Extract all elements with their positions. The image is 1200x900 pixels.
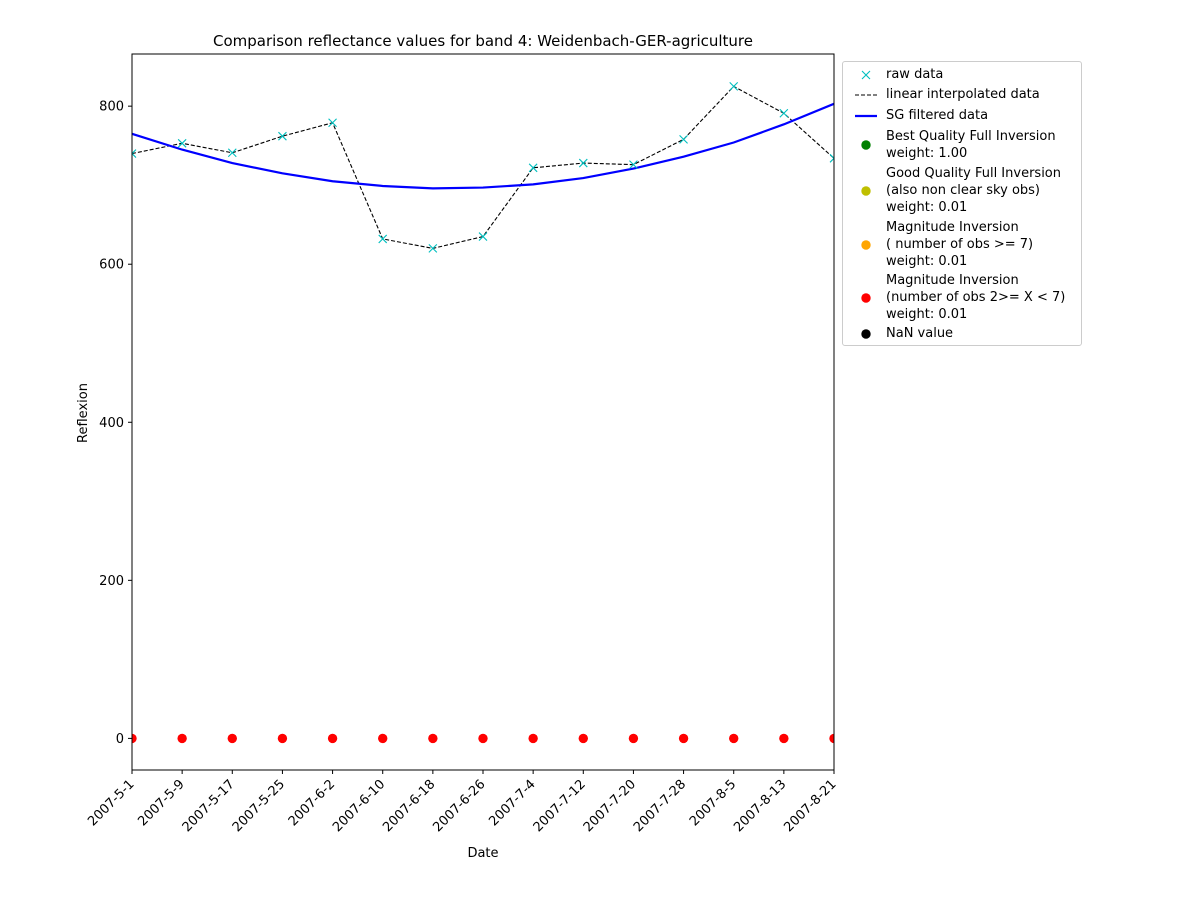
x-tick-label: 2007-6-2 xyxy=(286,777,338,829)
x-tick-label: 2007-7-20 xyxy=(581,777,639,835)
x-tick-label: 2007-8-13 xyxy=(731,777,789,835)
x-tick-label: 2007-5-1 xyxy=(85,777,137,829)
weight-point xyxy=(227,733,237,744)
y-axis-label: Reflexion xyxy=(76,383,91,443)
weight-point xyxy=(528,733,538,744)
weight-point xyxy=(378,733,388,744)
raw-data-point xyxy=(132,149,137,158)
weight-point xyxy=(678,733,689,744)
weight-point xyxy=(829,733,834,744)
legend-label: SG filtered data xyxy=(886,108,989,123)
raw-data-point xyxy=(679,134,688,144)
weight-point xyxy=(428,733,438,744)
y-tick-label: 0 xyxy=(116,732,124,747)
x-tick-label: 2007-6-10 xyxy=(330,777,388,835)
raw-data-point xyxy=(428,244,438,253)
x-tick-label: 2007-6-26 xyxy=(430,777,488,835)
weight-point xyxy=(327,733,338,744)
series-group xyxy=(132,82,834,744)
legend-label: NaN value xyxy=(886,326,954,341)
raw-data-point xyxy=(227,148,237,158)
legend-label: Good Quality Full Inversion (also non cl… xyxy=(886,166,1061,215)
raw-data-point xyxy=(278,131,287,141)
weight-point xyxy=(779,733,789,744)
legend-label: linear interpolated data xyxy=(886,87,1040,102)
raw-data-point xyxy=(779,108,789,118)
x-axis-label: Date xyxy=(467,846,498,861)
legend-marker-dot xyxy=(861,185,871,196)
legend-label: Magnitude Inversion (number of obs 2>= X… xyxy=(886,273,1066,322)
legend-marker-dot xyxy=(861,328,871,339)
weight-point xyxy=(578,733,588,744)
raw-data-point xyxy=(528,163,538,173)
x-tick-label: 2007-8-5 xyxy=(687,777,739,829)
y-tick-label: 400 xyxy=(99,416,124,431)
x-tick-label: 2007-7-28 xyxy=(631,777,689,835)
weight-point xyxy=(729,733,739,744)
y-tick-label: 600 xyxy=(99,258,124,273)
legend-label: Magnitude Inversion ( number of obs >= 7… xyxy=(886,220,1034,269)
axes-frame xyxy=(131,53,835,771)
legend-label: Best Quality Full Inversion weight: 1.00 xyxy=(886,129,1056,161)
legend-marker-dot xyxy=(861,140,871,150)
legend-marker-solid-line xyxy=(855,114,877,117)
weight-point xyxy=(277,733,288,744)
legend-marker-dot xyxy=(861,239,871,250)
x-tick-label: 2007-5-17 xyxy=(180,777,238,835)
legend-marker-x xyxy=(861,70,871,79)
weight-point xyxy=(177,733,187,744)
legend-marker-dashed-line xyxy=(855,93,877,96)
raw-data-point xyxy=(378,234,388,244)
weight-point xyxy=(478,733,488,744)
y-tick-label: 800 xyxy=(99,100,124,115)
x-tick-label: 2007-8-21 xyxy=(781,777,839,835)
x-tick-label: 2007-7-12 xyxy=(531,777,589,835)
legend-label: raw data xyxy=(886,67,944,82)
raw-data-point xyxy=(829,153,834,163)
chart-title: Comparison reflectance values for band 4… xyxy=(213,32,753,50)
weight-point xyxy=(628,733,639,744)
legend: raw data linear interpolated data SG filte… xyxy=(842,61,1082,346)
series-line-1 xyxy=(132,85,834,249)
legend-marker-dot xyxy=(861,292,871,303)
raw-data-point xyxy=(478,232,488,241)
raw-data-point xyxy=(629,160,638,170)
raw-data-point xyxy=(177,138,187,148)
raw-data-point xyxy=(328,118,337,128)
x-tick-label: 2007-7-4 xyxy=(486,777,538,829)
series-line-2 xyxy=(132,102,834,190)
x-tick-label: 2007-5-25 xyxy=(230,777,288,835)
raw-data-point xyxy=(729,82,739,91)
raw-data-point xyxy=(578,158,588,168)
x-tick-label: 2007-6-18 xyxy=(380,777,438,835)
y-tick-label: 200 xyxy=(99,574,124,589)
x-tick-label: 2007-5-9 xyxy=(135,777,187,829)
weight-point xyxy=(132,733,137,744)
plot-area: 02004006008002007-5-12007-5-92007-5-1720… xyxy=(85,53,840,835)
